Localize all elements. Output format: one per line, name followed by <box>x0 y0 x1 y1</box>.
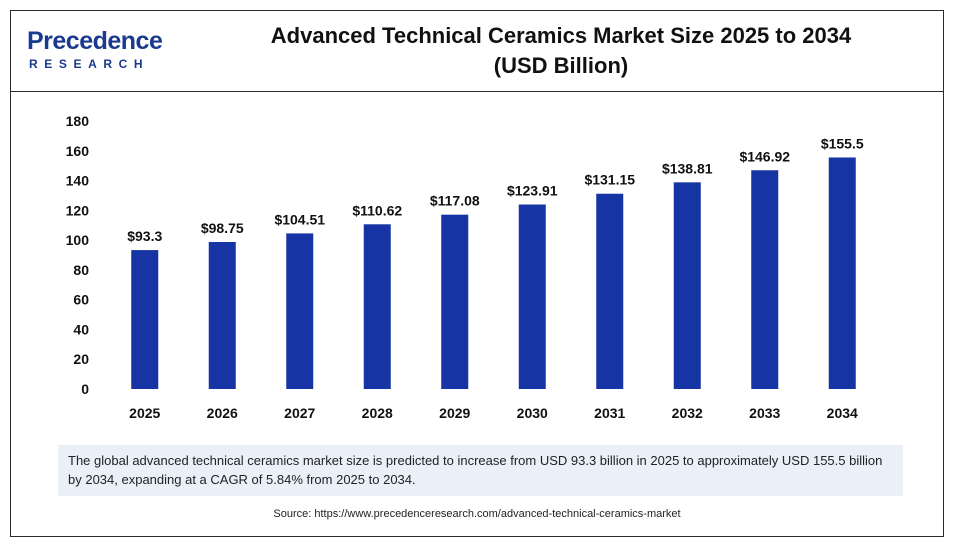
data-label: $138.81 <box>662 160 713 176</box>
x-tick-label: 2031 <box>594 405 625 421</box>
y-tick-label: 160 <box>66 143 90 159</box>
bar-2033 <box>751 170 779 389</box>
x-tick-label: 2026 <box>207 405 238 421</box>
summary-note: The global advanced technical ceramics m… <box>58 445 903 496</box>
x-tick-label: 2028 <box>362 405 393 421</box>
chart-title-line-1: Advanced Technical Ceramics Market Size … <box>270 23 852 48</box>
y-tick-label: 120 <box>66 202 90 218</box>
x-tick-label: 2030 <box>517 405 548 421</box>
x-tick-label: 2027 <box>284 405 315 421</box>
y-tick-label: 40 <box>73 321 89 337</box>
bar-2034 <box>828 157 856 389</box>
data-label: $93.3 <box>127 228 162 244</box>
chart-header: Precedence RESEARCH Advanced Technical C… <box>11 11 943 92</box>
x-tick-label: 2029 <box>439 405 470 421</box>
chart-frame: Precedence RESEARCH Advanced Technical C… <box>10 10 944 537</box>
data-label: $117.08 <box>430 193 480 209</box>
source-line: Source: https://www.precedenceresearch.c… <box>273 508 681 520</box>
data-label: $98.75 <box>201 220 244 236</box>
bar-2025 <box>131 250 159 389</box>
data-label: $110.62 <box>352 202 402 218</box>
bar-2031 <box>596 193 624 389</box>
x-tick-label: 2034 <box>827 405 858 421</box>
y-tick-label: 20 <box>73 351 89 367</box>
bar-chart: 0 20 40 60 80 100 120 140 160 180 $93.3 2025 $98.75 2… <box>66 113 864 421</box>
bar-2027 <box>286 233 314 389</box>
bar-2028 <box>363 224 391 389</box>
x-tick-label: 2033 <box>749 405 780 421</box>
bar-2030 <box>518 204 546 389</box>
bar-2029 <box>441 214 469 389</box>
logo-wordmark: Precedence <box>27 27 163 55</box>
data-label: $123.91 <box>507 183 558 199</box>
logo-subtext: RESEARCH <box>29 57 150 71</box>
data-label: $146.92 <box>739 148 790 164</box>
x-tick-label: 2032 <box>672 405 703 421</box>
bar-2032 <box>673 182 701 389</box>
data-label: $131.15 <box>584 172 635 188</box>
bar-2026 <box>208 241 236 389</box>
y-tick-label: 0 <box>81 381 89 397</box>
y-tick-label: 100 <box>66 232 90 248</box>
chart-title: Advanced Technical Ceramics Market Size … <box>221 21 901 81</box>
chart-title-line-2: (USD Billion) <box>493 53 629 78</box>
x-tick-label: 2025 <box>129 405 160 421</box>
y-tick-label: 140 <box>66 173 90 189</box>
data-label: $104.51 <box>274 211 325 227</box>
data-label: $155.5 <box>821 135 864 151</box>
y-tick-label: 80 <box>73 262 89 278</box>
precedence-research-logo: Precedence RESEARCH <box>27 27 177 77</box>
y-tick-label: 180 <box>66 113 90 129</box>
y-tick-label: 60 <box>73 292 89 308</box>
